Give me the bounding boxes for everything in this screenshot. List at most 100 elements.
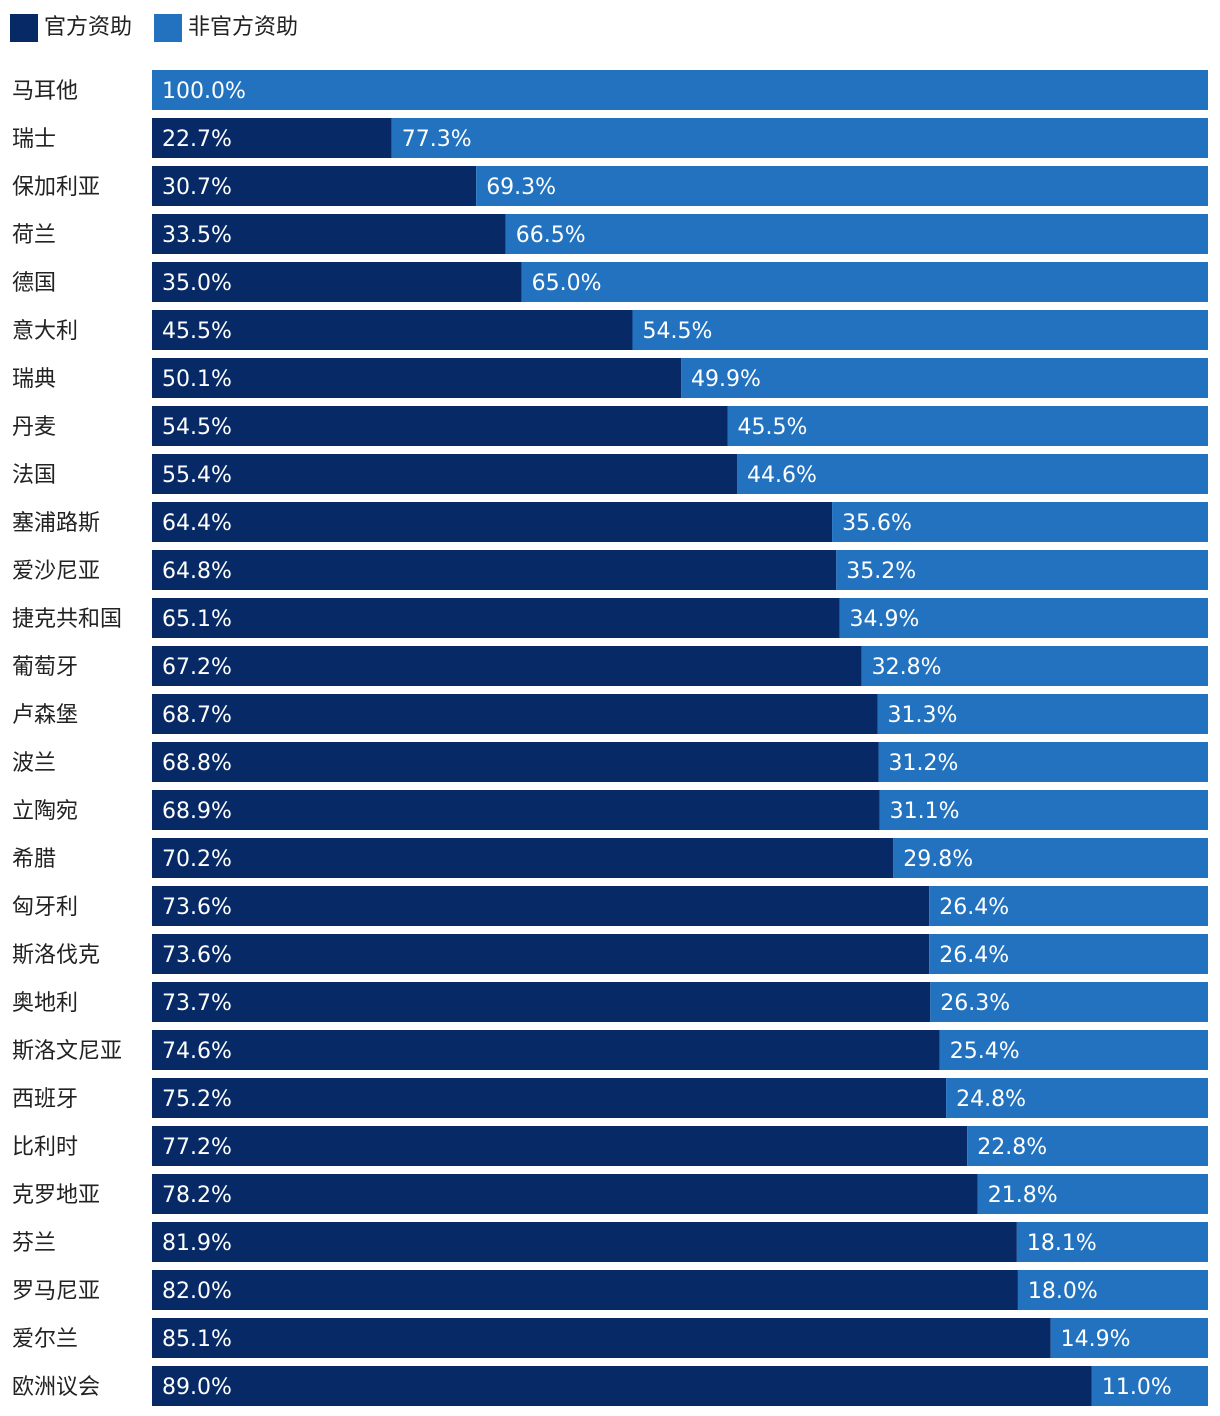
bar-row: 瑞典 50.1% 49.9%	[12, 358, 1208, 398]
category-label: 罗马尼亚	[12, 1279, 100, 1304]
data-label-official: 73.6%	[162, 943, 232, 968]
bar-unofficial[interactable]	[967, 1126, 1208, 1166]
legend-swatch-unofficial	[154, 14, 183, 42]
data-label-official: 74.6%	[162, 1039, 232, 1064]
bar-row: 爱沙尼亚 64.8% 35.2%	[12, 550, 1208, 590]
bar-official[interactable]	[152, 118, 392, 158]
bar-unofficial[interactable]	[1017, 1270, 1208, 1310]
bar-official[interactable]	[152, 1270, 1018, 1310]
bar-row: 卢森堡 68.7% 31.3%	[12, 694, 1208, 734]
bar-official[interactable]	[152, 838, 894, 878]
bar-row: 荷兰 33.5% 66.5%	[12, 214, 1208, 254]
bar-official[interactable]	[152, 1030, 940, 1070]
category-label: 波兰	[12, 751, 56, 776]
bar-row: 芬兰 81.9% 18.1%	[12, 1222, 1208, 1262]
bar-unofficial[interactable]	[893, 838, 1208, 878]
bar-official[interactable]	[152, 598, 840, 638]
bar-official[interactable]	[152, 1174, 978, 1214]
bar-unofficial[interactable]	[946, 1078, 1208, 1118]
category-label: 匈牙利	[12, 895, 78, 920]
category-label: 意大利	[12, 319, 78, 344]
bar-official[interactable]	[152, 982, 931, 1022]
bar-unofficial[interactable]	[977, 1174, 1208, 1214]
data-label-unofficial: 31.2%	[889, 751, 959, 776]
bar-unofficial[interactable]	[877, 694, 1208, 734]
bar-official[interactable]	[152, 454, 738, 494]
data-label-unofficial: 65.0%	[532, 271, 602, 296]
bar-unofficial[interactable]	[836, 550, 1208, 590]
data-label-unofficial: 66.5%	[516, 223, 586, 248]
bar-unofficial[interactable]	[737, 454, 1208, 494]
bar-unofficial[interactable]	[1016, 1222, 1208, 1262]
bar-official[interactable]	[152, 742, 879, 782]
category-label: 克罗地亚	[12, 1183, 100, 1208]
bar-official[interactable]	[152, 1126, 968, 1166]
bar-official[interactable]	[152, 1078, 947, 1118]
bar-official[interactable]	[152, 406, 728, 446]
data-label-official: 64.8%	[162, 559, 232, 584]
bar-unofficial[interactable]	[839, 598, 1208, 638]
data-label-unofficial: 14.9%	[1061, 1327, 1131, 1352]
bar-official[interactable]	[152, 1222, 1017, 1262]
bar-official[interactable]	[152, 310, 633, 350]
category-label: 比利时	[12, 1135, 78, 1160]
bar-row: 希腊 70.2% 29.8%	[12, 838, 1208, 878]
bar-official[interactable]	[152, 1366, 1092, 1406]
bar-unofficial[interactable]	[879, 790, 1208, 830]
category-label: 法国	[12, 463, 56, 488]
bar-official[interactable]	[152, 502, 833, 542]
legend-label-unofficial: 非官方资助	[188, 15, 299, 40]
bar-unofficial[interactable]	[681, 358, 1208, 398]
bar-unofficial[interactable]	[632, 310, 1208, 350]
bar-unofficial[interactable]	[505, 214, 1208, 254]
bar-unofficial[interactable]	[939, 1030, 1208, 1070]
data-label-unofficial: 18.0%	[1028, 1279, 1098, 1304]
bar-unofficial[interactable]	[152, 70, 1208, 110]
bar-row: 立陶宛 68.9% 31.1%	[12, 790, 1208, 830]
bar-unofficial[interactable]	[391, 118, 1208, 158]
bar-row: 丹麦 54.5% 45.5%	[12, 406, 1208, 446]
data-label-unofficial: 44.6%	[747, 463, 817, 488]
data-label-unofficial: 45.5%	[738, 415, 808, 440]
bar-unofficial[interactable]	[878, 742, 1208, 782]
bar-row: 克罗地亚 78.2% 21.8%	[12, 1174, 1208, 1214]
bar-official[interactable]	[152, 550, 837, 590]
bar-official[interactable]	[152, 886, 930, 926]
bar-unofficial[interactable]	[861, 646, 1208, 686]
bar-official[interactable]	[152, 358, 682, 398]
category-label: 瑞士	[12, 127, 56, 152]
bar-official[interactable]	[152, 694, 878, 734]
bar-official[interactable]	[152, 646, 862, 686]
data-label-official: 45.5%	[162, 319, 232, 344]
bar-official[interactable]	[152, 790, 880, 830]
data-label-unofficial: 31.3%	[887, 703, 957, 728]
data-label-official: 70.2%	[162, 847, 232, 872]
bar-official[interactable]	[152, 1318, 1051, 1358]
bar-unofficial[interactable]	[1091, 1366, 1208, 1406]
bar-unofficial[interactable]	[929, 886, 1208, 926]
bar-unofficial[interactable]	[832, 502, 1208, 542]
bar-unofficial[interactable]	[476, 166, 1208, 206]
bar-unofficial[interactable]	[930, 982, 1208, 1022]
bar-unofficial[interactable]	[727, 406, 1208, 446]
data-label-official: 77.2%	[162, 1135, 232, 1160]
bar-official[interactable]	[152, 214, 506, 254]
bar-unofficial[interactable]	[521, 262, 1208, 302]
legend-item-unofficial[interactable]: 非官方资助	[154, 14, 298, 42]
bar-row: 马耳他 100.0%	[12, 70, 1208, 110]
data-label-official: 81.9%	[162, 1231, 232, 1256]
data-label-official: 68.8%	[162, 751, 232, 776]
bar-unofficial[interactable]	[1050, 1318, 1208, 1358]
legend-item-official[interactable]: 官方资助	[10, 14, 132, 42]
bar-row: 意大利 45.5% 54.5%	[12, 310, 1208, 350]
data-label-unofficial: 22.8%	[977, 1135, 1047, 1160]
data-label-unofficial: 11.0%	[1102, 1375, 1172, 1400]
data-label-unofficial: 26.4%	[939, 895, 1009, 920]
bar-official[interactable]	[152, 262, 522, 302]
bar-row: 斯洛文尼亚 74.6% 25.4%	[12, 1030, 1208, 1070]
bar-unofficial[interactable]	[929, 934, 1208, 974]
bar-official[interactable]	[152, 166, 477, 206]
category-label: 瑞典	[12, 367, 56, 392]
category-label: 欧洲议会	[12, 1375, 100, 1400]
bar-official[interactable]	[152, 934, 930, 974]
